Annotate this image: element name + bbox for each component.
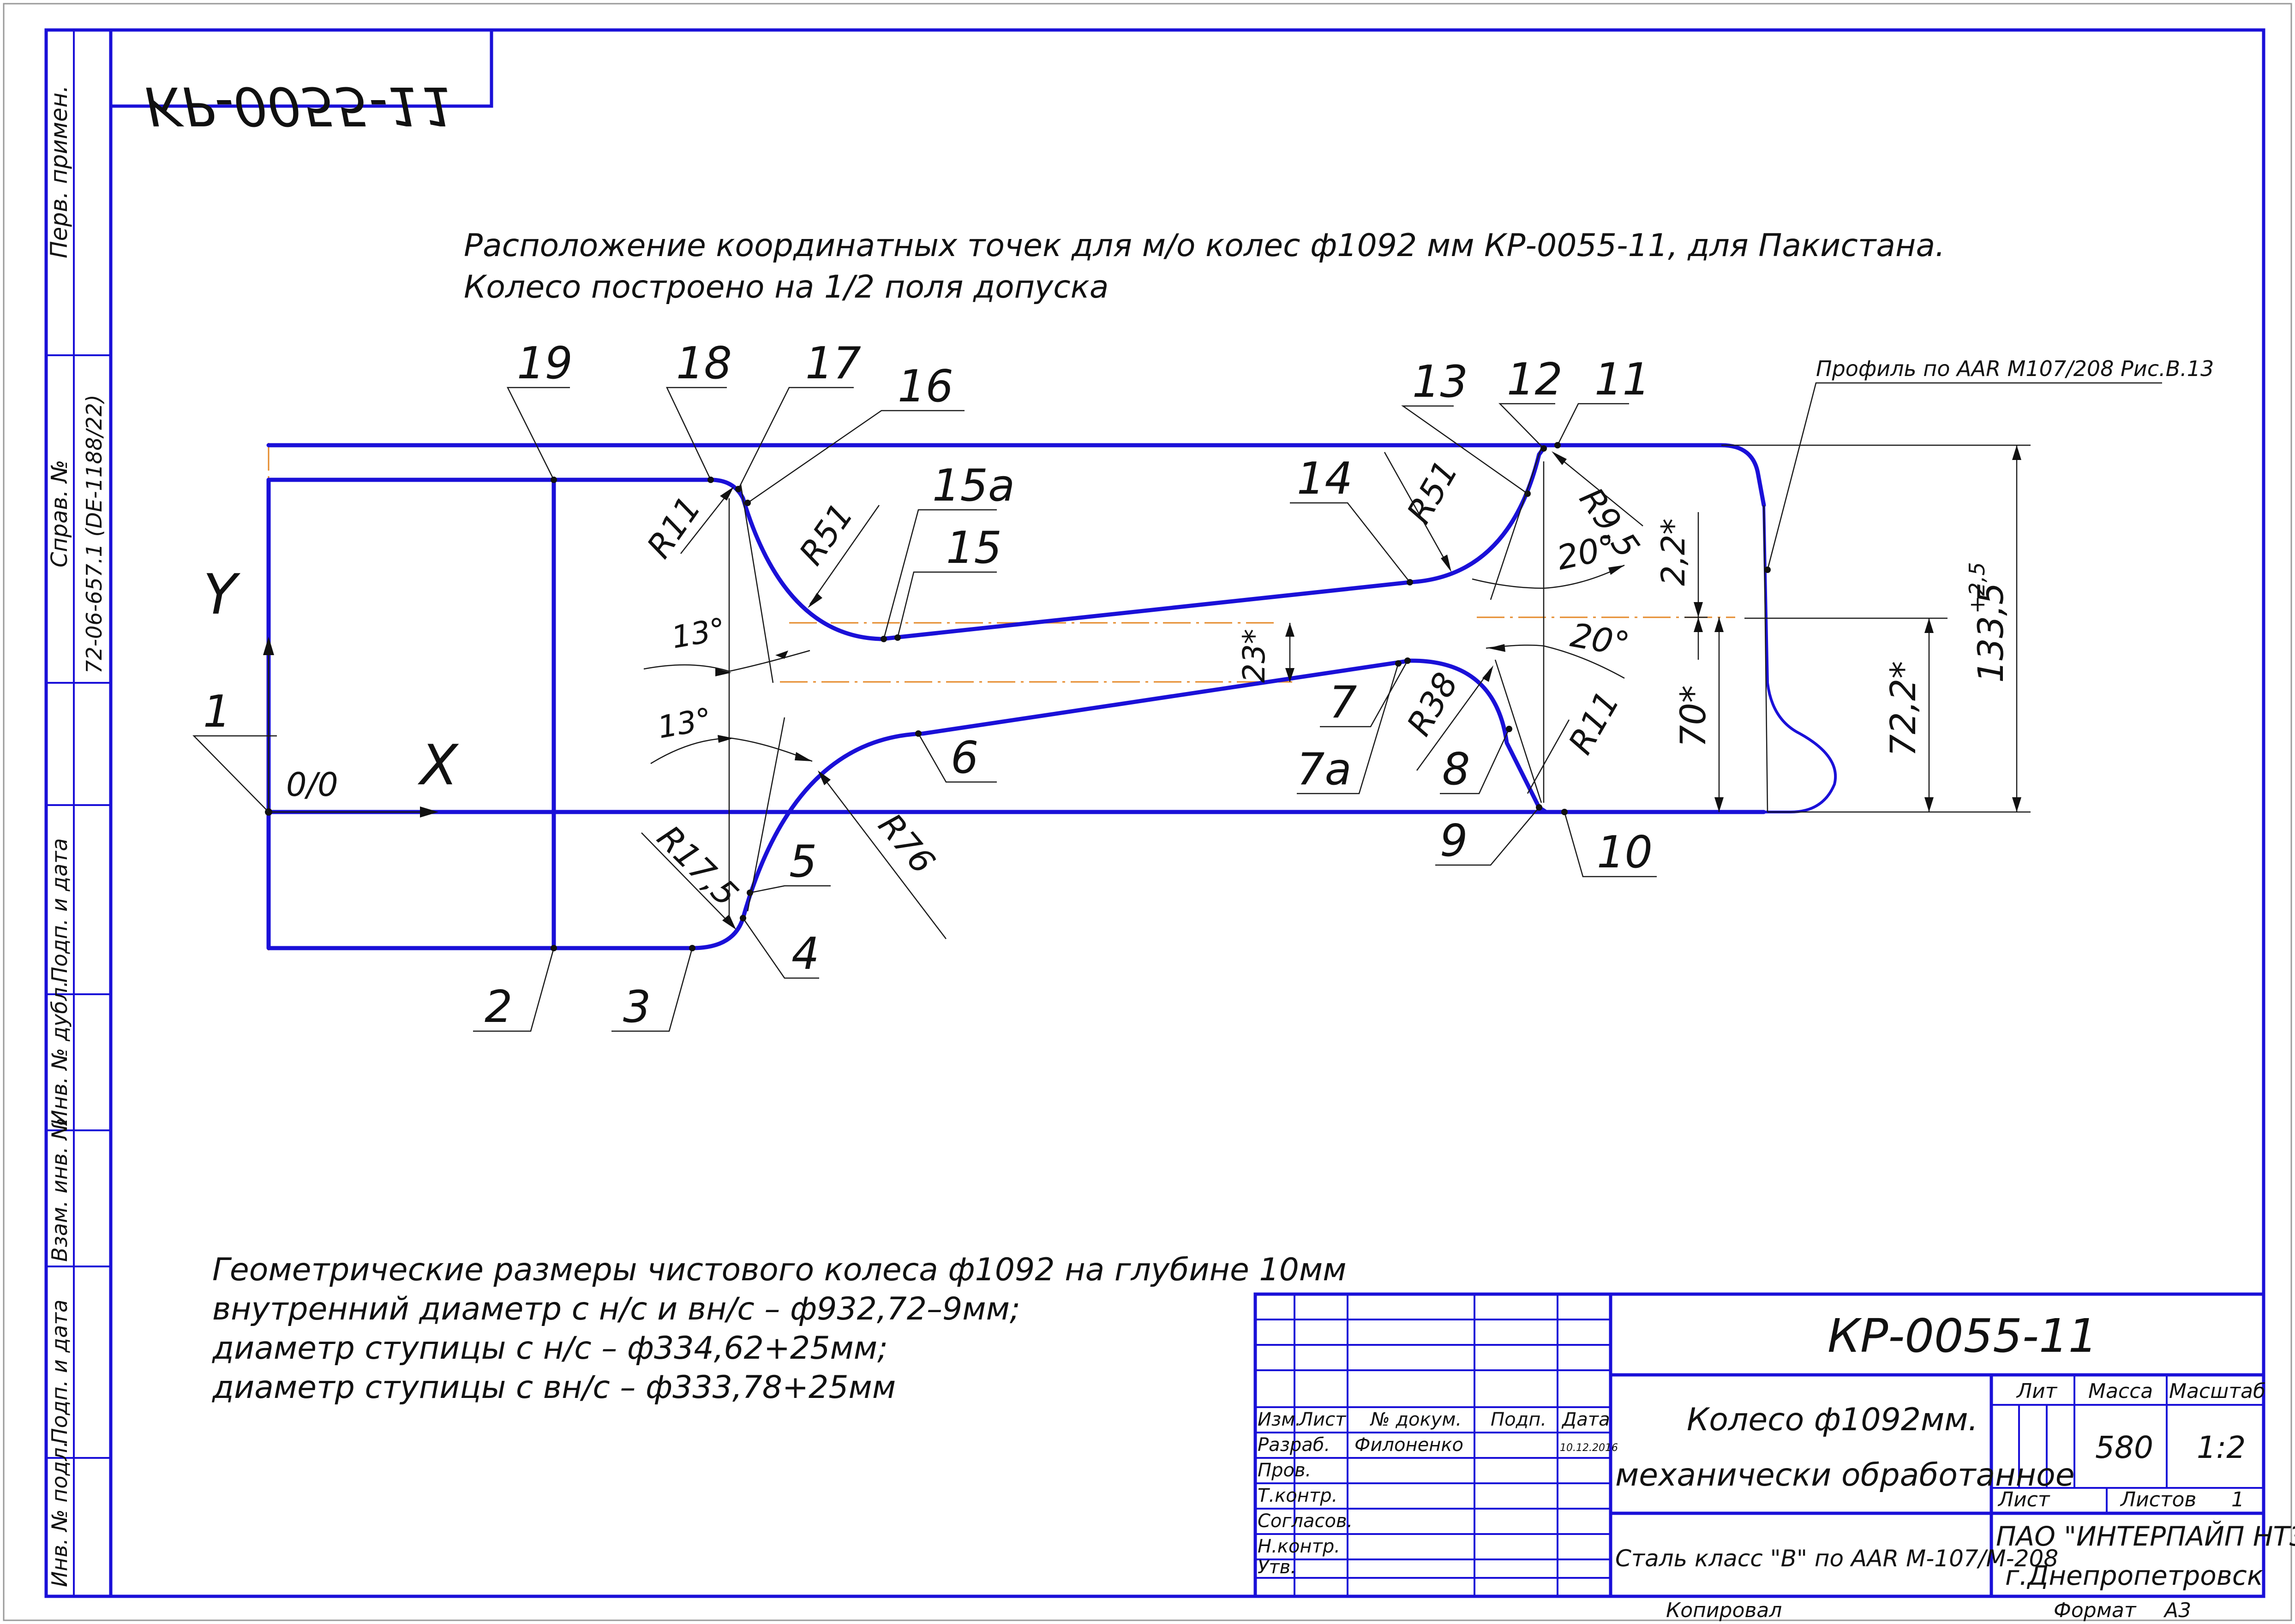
note-line1: Геометрические размеры чистового колеса …: [212, 1252, 1347, 1288]
tb-prov: Пров.: [1258, 1460, 1311, 1481]
dim-23: 23*: [1236, 629, 1272, 683]
podp-data-label-2: Подп. и дата: [47, 1300, 72, 1444]
point-leaders: [192, 382, 2162, 1032]
point-label-15a: 15а: [932, 460, 1015, 511]
tb-massa-label: Масса: [2088, 1379, 2153, 1403]
title-block: КР-0055-11 Колесо ф1092мм. механически о…: [1253, 1292, 2295, 1622]
point-label-15: 15: [946, 523, 1002, 573]
tb-format-value: А3: [2163, 1599, 2191, 1622]
note-line3: диаметр ступицы с н/с – ф334,62+25мм;: [212, 1330, 888, 1367]
profile-reference-label: Профиль по AAR M107/208 Рис.В.13: [1816, 356, 2214, 381]
angle-13-lower: 13°: [655, 701, 714, 746]
point-label-18: 18: [676, 338, 732, 389]
tb-kopiroval: Копировал: [1666, 1599, 1782, 1622]
sprav-value: 72-06-657.1 (DE-1188/22): [82, 394, 107, 674]
sprav-no-label: Справ. №: [47, 460, 72, 567]
geometry-notes: Геометрические размеры чистового колеса …: [212, 1252, 1347, 1406]
tb-company-line2: г.Днепропетровск: [2005, 1560, 2263, 1591]
dim-2-2: 2,2*: [1654, 519, 1692, 586]
perv-primen-label: Перв. примен.: [46, 85, 72, 258]
point-labels: 1 2 3 4 5 6 7 7а 8 9 10 11 12 13 14 15 1…: [203, 338, 1653, 1033]
point-label-11: 11: [1594, 354, 1650, 405]
origin-label: 0/0: [286, 766, 338, 804]
tb-tkontr: Т.контр.: [1258, 1485, 1337, 1506]
tb-nkontr: Н.контр.: [1258, 1536, 1340, 1557]
tb-masshtab-label: Масштаб: [2169, 1379, 2265, 1403]
radius-r38: R38: [1399, 666, 1466, 742]
tb-razrab: Разраб.: [1258, 1434, 1330, 1456]
drawing-title-line1: Расположение координатных точек для м/о …: [464, 227, 1945, 264]
point-label-7: 7: [1329, 677, 1357, 728]
point-label-17: 17: [805, 338, 861, 389]
point-label-10: 10: [1597, 827, 1653, 878]
tb-listov-value: 1: [2231, 1488, 2244, 1511]
radius-r76: R76: [871, 806, 942, 881]
point-label-1: 1: [203, 687, 231, 737]
tb-list-label: Лист: [1997, 1488, 2050, 1511]
sheet-frame: [3, 3, 2292, 1621]
point-label-14: 14: [1297, 454, 1353, 504]
coordinate-axes: Y X 0/0: [203, 563, 459, 818]
dim-72-2: 72,2*: [1882, 661, 1923, 757]
tb-massa-value: 580: [2095, 1430, 2153, 1465]
point-label-2: 2: [485, 982, 512, 1033]
tb-format-label: Формат: [2054, 1599, 2137, 1622]
vzam-inv-label: Взам. инв. №: [47, 1118, 72, 1262]
tb-col-izm: Изм.: [1258, 1409, 1301, 1430]
tb-listov-label: Листов: [2120, 1488, 2196, 1511]
podp-data-label-1: Подп. и дата: [47, 838, 72, 983]
tb-designation: КР-0055-11: [1828, 1309, 2097, 1363]
tb-soglasov: Согласов.: [1258, 1511, 1353, 1532]
point-label-7a: 7а: [1297, 744, 1352, 795]
point-label-9: 9: [1440, 816, 1468, 866]
tb-company-line1: ПАО "ИНТЕРПАЙП НТЗ": [1996, 1520, 2295, 1552]
radius-r51-left: R51: [791, 496, 861, 572]
tb-col-data: Дата: [1561, 1409, 1610, 1430]
note-line4: диаметр ступицы с вн/с – ф333,78+25мм: [212, 1369, 896, 1406]
tb-masshtab-value: 1:2: [2197, 1430, 2246, 1465]
point-label-13: 13: [1412, 357, 1468, 407]
inv-podl-label: Инв. № подл.: [47, 1441, 72, 1587]
tb-col-doc: № докум.: [1370, 1409, 1462, 1430]
point-label-12: 12: [1507, 354, 1563, 405]
drawing-title-line2: Колесо построено на 1/2 поля допуска: [464, 269, 1109, 305]
tb-razrab-name: Филоненко: [1354, 1434, 1463, 1456]
tb-name-line1: Колесо ф1092мм.: [1687, 1402, 1978, 1438]
dim-133-5: 133,5: [1970, 582, 2011, 683]
mirrored-stamp-code: КР-0055-11: [145, 75, 455, 137]
point-label-16: 16: [898, 361, 953, 412]
point-label-3: 3: [623, 982, 651, 1033]
tb-lit-label: Лит: [2016, 1379, 2058, 1403]
side-strip: Перв. примен. Справ. № 72-06-657.1 (DE-1…: [46, 85, 107, 1587]
tb-name-line2: механически обработанное: [1615, 1457, 2075, 1493]
inv-dubl-label: Инв. № дубл.: [47, 980, 72, 1126]
dim-133-5-tolerance: +2,5: [1965, 562, 1989, 614]
tb-material: Сталь класс "В" по AAR M-107/M-208: [1615, 1545, 2058, 1572]
tb-col-list: Лист: [1298, 1409, 1347, 1430]
point-label-19: 19: [517, 338, 573, 389]
axis-x-label: X: [417, 734, 459, 798]
note-line2: внутренний диаметр с н/с и вн/с – ф932,7…: [212, 1291, 1020, 1327]
dim-70: 70*: [1672, 685, 1714, 747]
point-label-6: 6: [951, 733, 978, 783]
dimension-lines: 23* 2,2* 70* 72,2* 133,5 +2,5: [1236, 444, 2031, 813]
radius-r11-left: R11: [639, 490, 708, 565]
radius-r17-5: R17,5: [650, 818, 746, 914]
axis-y-label: Y: [203, 563, 241, 627]
radius-r51-right: R51: [1399, 454, 1466, 530]
tb-razrab-date: 10.12.2016: [1560, 1442, 1618, 1454]
point-label-4: 4: [791, 929, 819, 979]
point-label-8: 8: [1442, 744, 1470, 795]
point-label-5: 5: [789, 836, 817, 887]
angle-13-upper: 13°: [669, 611, 728, 656]
tb-col-podp: Подп.: [1491, 1409, 1546, 1430]
tb-utv: Утв.: [1258, 1557, 1296, 1578]
radius-r11-right: R11: [1561, 685, 1627, 761]
